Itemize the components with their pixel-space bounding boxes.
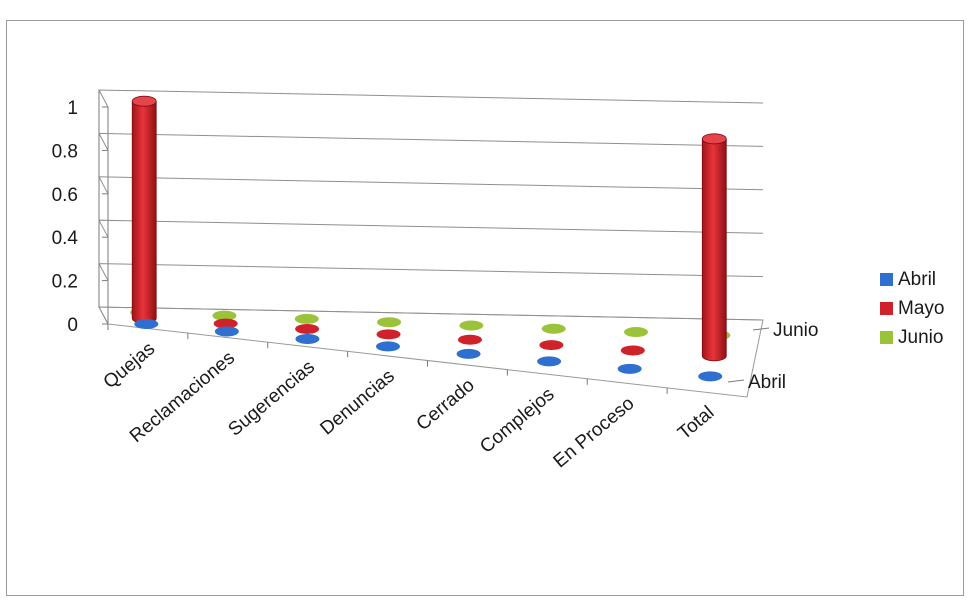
x-tick-label: Sugerencias [224, 357, 318, 441]
depth-axis-ticks: Junio Abril [727, 320, 818, 393]
bar-junio-2 [294, 313, 319, 324]
x-tick-label: Total [674, 402, 718, 444]
chart-marks [130, 95, 731, 382]
legend-swatch-junio [880, 331, 893, 344]
legend-label-abril: Abril [898, 268, 937, 290]
legend-label-junio: Junio [898, 326, 944, 348]
legend-item-junio: Junio [880, 323, 944, 352]
gridline [98, 219, 764, 238]
bar-mayo-7 [701, 138, 727, 362]
gridline [98, 263, 764, 281]
gridline [98, 132, 764, 151]
y-axis-ticks: 0 0.2 0.4 0.6 0.8 1 [52, 98, 108, 336]
y-tick-label: 0.8 [52, 141, 78, 162]
gridline [98, 89, 764, 108]
legend-label-mayo: Mayo [898, 297, 945, 319]
bar-junio-5 [541, 323, 566, 334]
bar-abril-0 [134, 318, 159, 329]
legend-swatch-abril [880, 273, 893, 286]
bar-mayo-1 [213, 318, 238, 329]
chart-walls [98, 90, 764, 398]
legend-item-mayo: Mayo [880, 294, 944, 323]
bar-junio-4 [459, 320, 484, 331]
y-tick-label: 0 [67, 315, 78, 336]
bar-junio-3 [377, 317, 402, 328]
x-tick-label: Complejos [476, 384, 558, 458]
x-tick-label: Cerrado [413, 375, 479, 435]
legend-item-abril: Abril [880, 265, 944, 294]
depth-tick [752, 327, 770, 331]
bar-abril-2 [295, 333, 320, 344]
bar-abril-6 [617, 363, 642, 374]
x-tick-label: Denuncias [317, 366, 399, 440]
x-tick-label: En Proceso [550, 393, 639, 472]
bar-top-mayo-0 [131, 95, 157, 107]
bar-mayo-2 [295, 323, 320, 334]
bar-mayo-5 [539, 340, 564, 351]
y-tick-label: 0.2 [52, 272, 78, 293]
gridline [98, 176, 764, 195]
bar-mayo-0 [131, 101, 157, 324]
depth-tick [727, 379, 745, 383]
bar-junio-1 [212, 310, 237, 321]
bar-abril-1 [214, 326, 239, 337]
bar-mayo-6 [620, 345, 645, 356]
depth-tick-label: Junio [773, 320, 818, 341]
y-tick-label: 1 [67, 98, 78, 119]
legend: Abril Mayo Junio [880, 265, 944, 352]
chart-frame: 0 0.2 0.4 0.6 0.8 1 Quejas Reclamaciones Sugere… [6, 20, 964, 596]
bar-abril-7 [698, 371, 723, 382]
bar-mayo-4 [457, 334, 482, 345]
bar-abril-3 [375, 341, 400, 352]
bar-top-mayo-7 [701, 133, 727, 145]
x-tick-label: Quejas [100, 338, 160, 393]
gridline [98, 306, 764, 325]
bar-abril-4 [456, 348, 481, 359]
bar-mayo-3 [376, 329, 401, 340]
chart-canvas: 0 0.2 0.4 0.6 0.8 1 QuejasReclamacionesSugere… [52, 89, 818, 472]
bar-abril-5 [537, 356, 562, 367]
y-tick-label: 0.4 [52, 228, 79, 249]
bar-junio-6 [624, 327, 649, 338]
gridlines [98, 89, 764, 325]
depth-tick-label: Abril [748, 372, 786, 393]
legend-swatch-mayo [880, 302, 893, 315]
y-tick-label: 0.6 [52, 185, 78, 206]
